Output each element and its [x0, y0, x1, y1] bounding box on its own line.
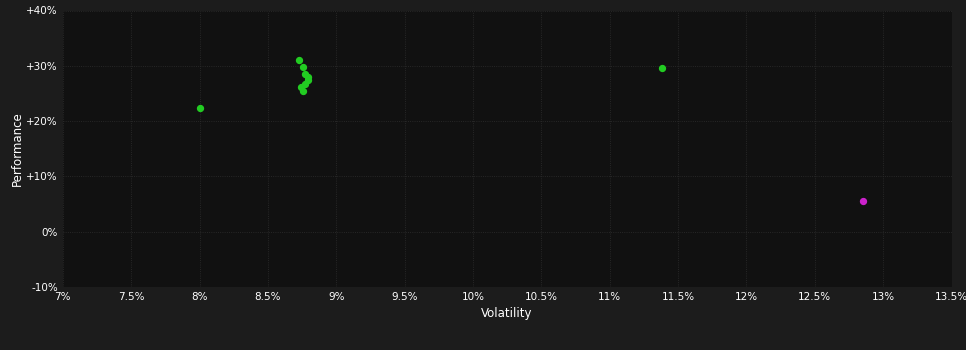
- X-axis label: Volatility: Volatility: [481, 307, 533, 320]
- Point: [292, 57, 307, 63]
- Y-axis label: Performance: Performance: [11, 111, 23, 186]
- Point: [299, 74, 315, 80]
- Point: [192, 106, 208, 111]
- Point: [293, 85, 308, 90]
- Point: [654, 65, 669, 71]
- Point: [298, 81, 313, 87]
- Point: [296, 65, 311, 70]
- Point: [296, 89, 311, 94]
- Point: [298, 71, 313, 76]
- Point: [299, 77, 315, 83]
- Point: [855, 198, 870, 204]
